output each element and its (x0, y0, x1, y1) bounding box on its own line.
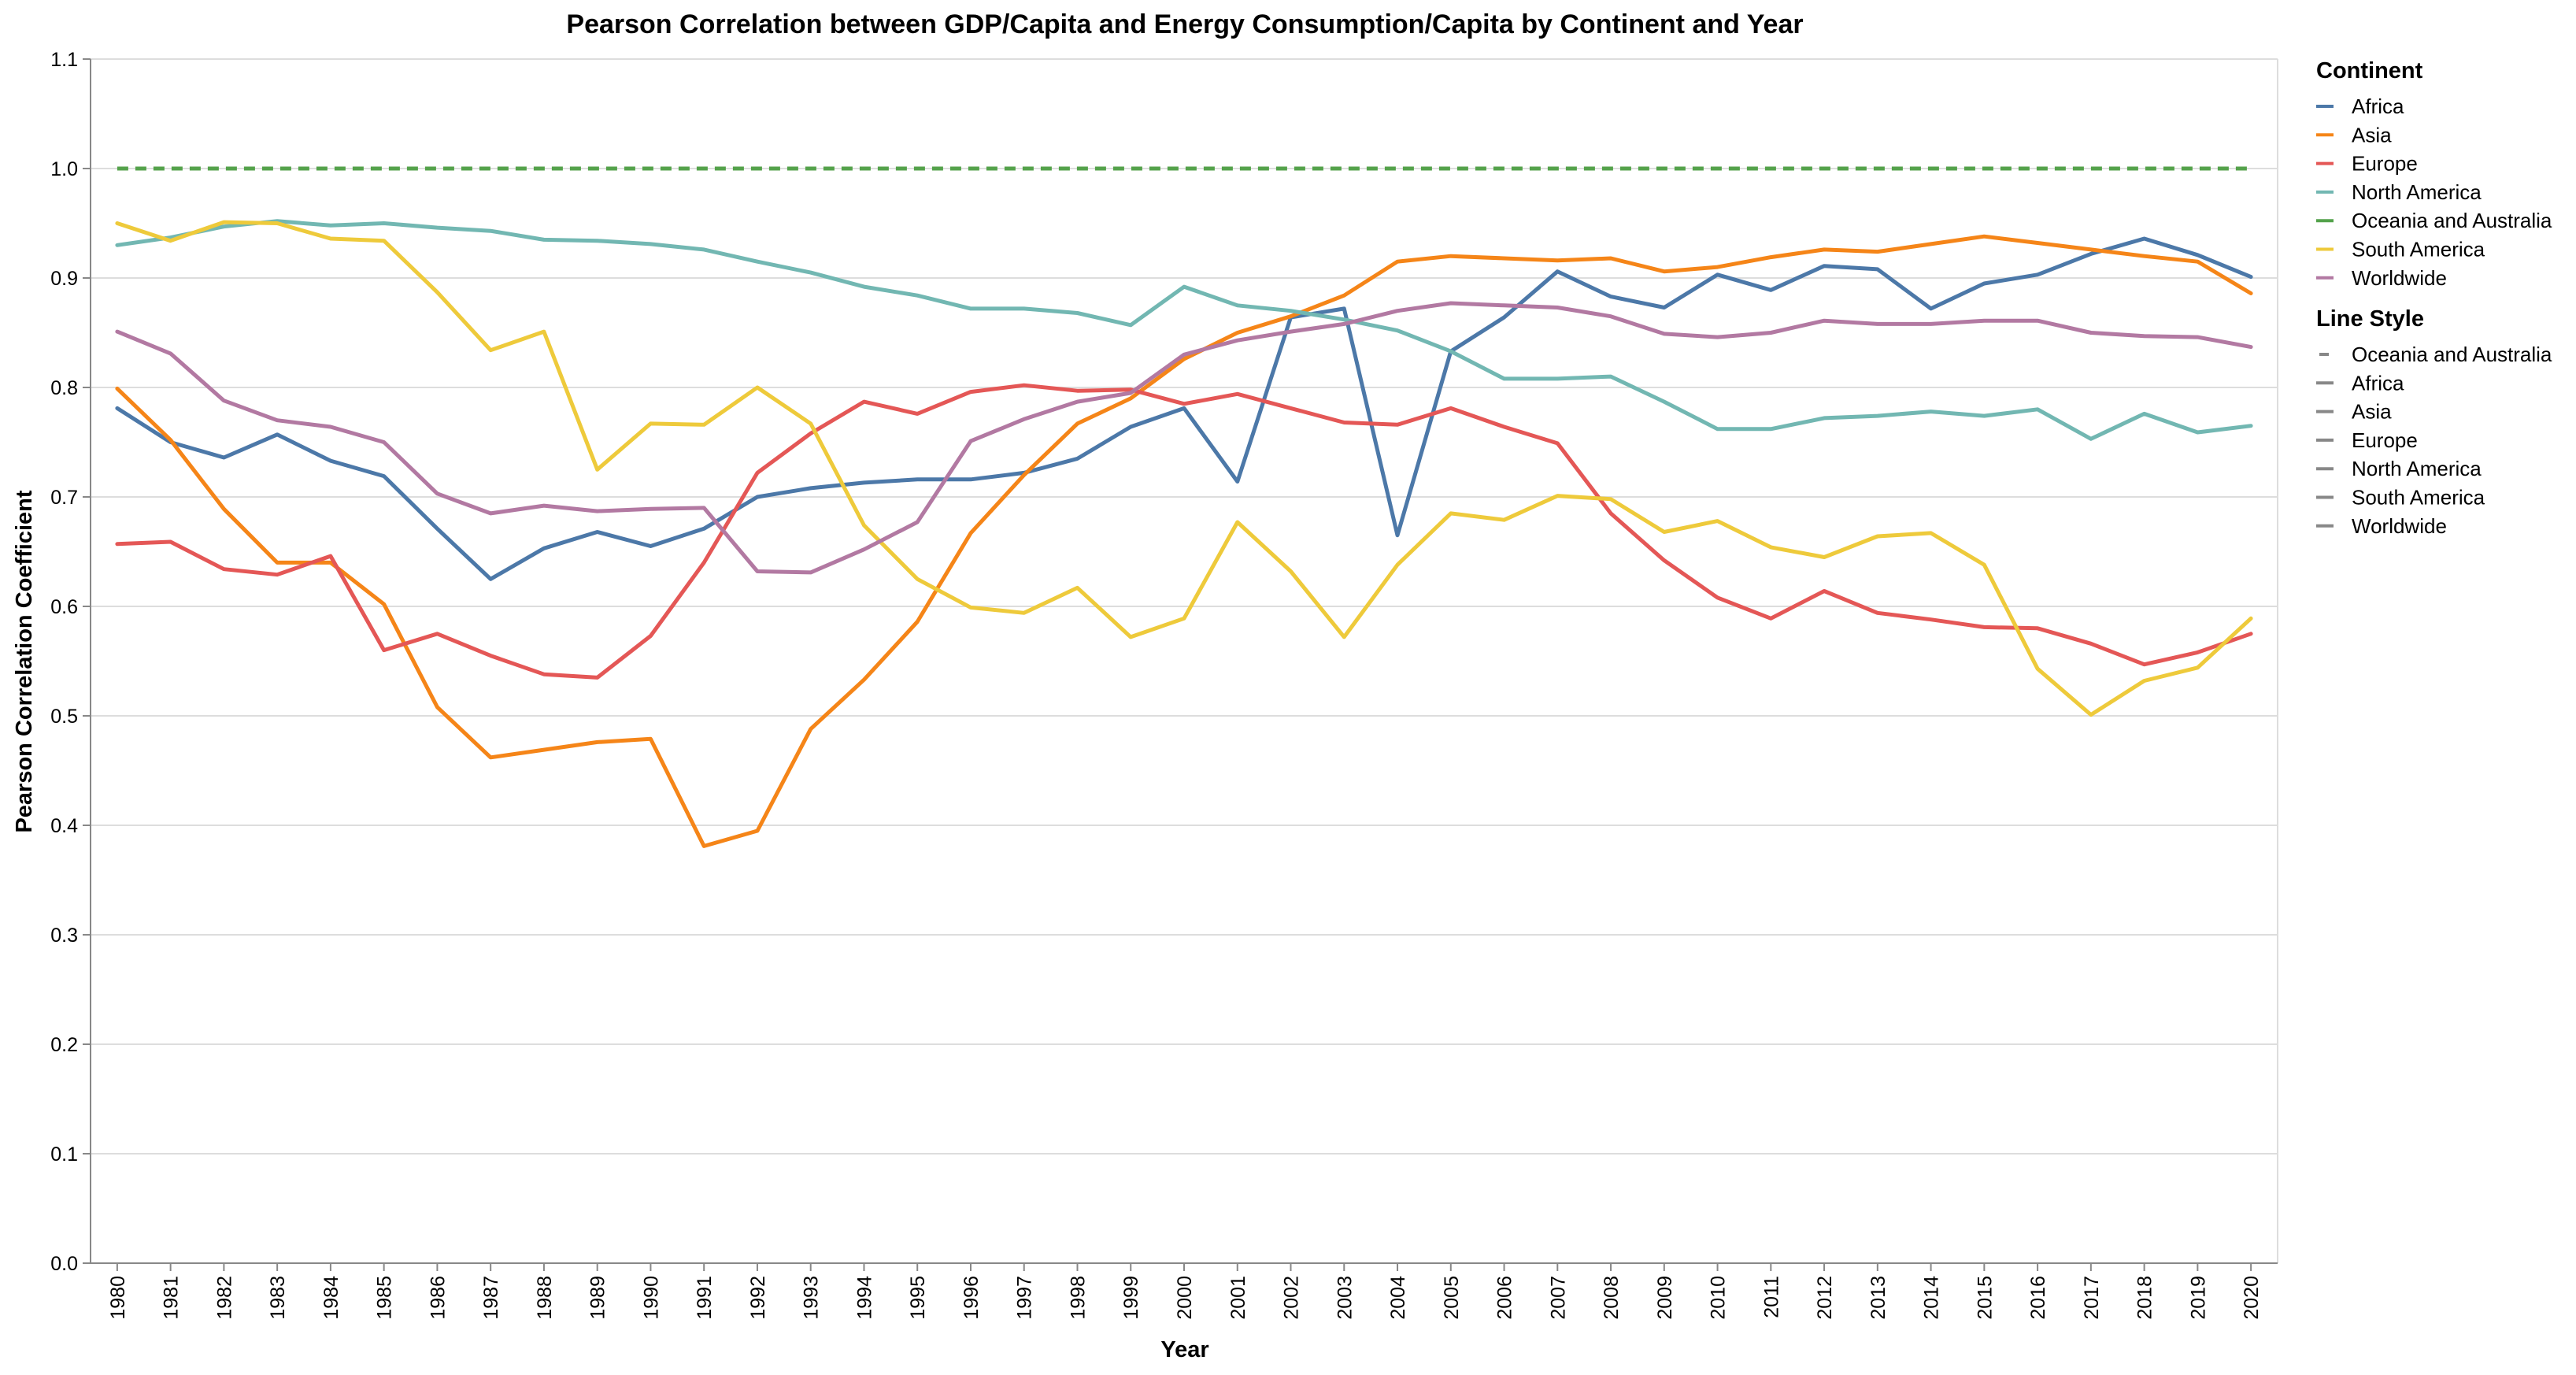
chart-title: Pearson Correlation between GDP/Capita a… (566, 9, 1803, 39)
x-tick-label: 2016 (2027, 1276, 2049, 1320)
y-tick-label: 0.8 (50, 377, 78, 399)
series-line-africa (115, 236, 2253, 581)
legend-style-label-africa: Africa (2352, 371, 2404, 395)
x-tick-label: 2008 (1601, 1276, 1623, 1320)
x-tick-label: 2001 (1227, 1276, 1249, 1320)
legend-style-label-south-america: South America (2352, 486, 2485, 510)
x-tick-label: 1996 (960, 1276, 983, 1320)
x-tick-label: 1997 (1014, 1276, 1036, 1320)
x-tick-label: 1999 (1120, 1276, 1142, 1320)
x-tick-label: 1998 (1067, 1276, 1089, 1320)
x-tick-label: 2003 (1334, 1276, 1356, 1320)
legend-label-north-america: North America (2352, 180, 2482, 204)
x-tick-label: 1994 (853, 1276, 875, 1320)
legend-title-continent: Continent (2316, 58, 2423, 83)
y-tick-label: 0.2 (50, 1034, 78, 1056)
x-tick-label: 2007 (1547, 1276, 1569, 1320)
y-tick-label: 0.1 (50, 1143, 78, 1166)
legend-label-oceania-and-australia: Oceania and Australia (2352, 209, 2552, 232)
x-tick-label: 1984 (320, 1276, 342, 1320)
x-tick-label: 2011 (1760, 1276, 1782, 1318)
series-line-north-america (115, 219, 2253, 441)
x-tick-label: 2009 (1654, 1276, 1676, 1320)
y-tick-label: 0.7 (50, 487, 78, 509)
x-tick-label: 2018 (2134, 1276, 2156, 1320)
legend-label-south-america: South America (2352, 238, 2485, 261)
series-line-south-america (115, 220, 2253, 717)
y-tick-label: 0.3 (50, 925, 78, 947)
x-tick-label: 2005 (1441, 1276, 1463, 1320)
y-tick-label: 0.0 (50, 1253, 78, 1275)
legend-style-label-asia: Asia (2352, 400, 2392, 424)
x-tick-label: 2006 (1494, 1276, 1516, 1320)
x-tick-label: 2004 (1387, 1276, 1409, 1320)
series-lines (115, 166, 2253, 848)
x-tick-label: 1986 (427, 1276, 449, 1320)
y-tick-label: 0.6 (50, 596, 78, 618)
legend-style-label-oceania-and-australia: Oceania and Australia (2352, 343, 2552, 366)
y-tick-label: 1.1 (50, 49, 78, 71)
y-axis-title: Pearson Correlation Coefficient (12, 490, 37, 832)
y-tick-label: 0.9 (50, 268, 78, 290)
x-tick-label: 2019 (2187, 1276, 2209, 1320)
x-tick-label: 1982 (213, 1276, 235, 1320)
x-tick-label: 1988 (534, 1276, 556, 1320)
series-line-asia (115, 234, 2253, 848)
x-tick-label: 2002 (1281, 1276, 1303, 1320)
x-tick-label: 2015 (1974, 1276, 1996, 1320)
y-tick-label: 0.5 (50, 706, 78, 728)
x-tick-label: 1992 (747, 1276, 769, 1320)
legend-style-label-worldwide: Worldwide (2352, 514, 2447, 538)
x-tick-label: 2020 (2241, 1276, 2263, 1320)
x-axis-title: Year (1160, 1337, 1208, 1362)
x-tick-label: 1980 (107, 1276, 129, 1320)
legend-style-label-europe: Europe (2352, 428, 2418, 452)
axes: 0.0 0.1 0.2 0.3 0.4 0.5 0.6 0.7 0.8 0.9 1.0 1.1 1980… (50, 49, 2278, 1320)
x-tick-label: 1985 (374, 1276, 396, 1320)
x-tick-label: 1987 (480, 1276, 502, 1320)
legend-label-asia: Asia (2352, 123, 2392, 146)
x-tick-label: 1989 (587, 1276, 609, 1320)
legend-style-label-north-america: North America (2352, 457, 2482, 480)
x-tick-label: 1981 (161, 1276, 183, 1320)
x-tick-label: 1993 (801, 1276, 823, 1320)
y-tick-label: 0.4 (50, 815, 78, 837)
x-tick-label: 1990 (640, 1276, 662, 1320)
legend: Continent Line Style Africa Asia Europe Nor… (2316, 58, 2552, 538)
gridlines (91, 58, 2278, 1264)
legend-title-line-style: Line Style (2316, 306, 2424, 332)
x-tick-label: 1995 (907, 1276, 929, 1320)
legend-label-africa: Africa (2352, 95, 2404, 118)
x-tick-label: 2014 (1921, 1276, 1943, 1320)
series-line-worldwide (115, 301, 2253, 575)
x-tick-label: 2012 (1814, 1276, 1836, 1320)
legend-label-worldwide: Worldwide (2352, 266, 2447, 290)
x-tick-label: 2010 (1708, 1276, 1730, 1320)
x-tick-label: 2000 (1174, 1276, 1196, 1320)
x-tick-label: 1983 (267, 1276, 289, 1320)
x-tick-label: 2017 (2081, 1276, 2103, 1320)
x-tick-label: 2013 (1867, 1276, 1889, 1320)
series-line-europe (115, 383, 2253, 680)
legend-label-europe: Europe (2352, 152, 2418, 176)
x-tick-label: 1991 (694, 1276, 716, 1320)
y-tick-label: 1.0 (50, 158, 78, 180)
